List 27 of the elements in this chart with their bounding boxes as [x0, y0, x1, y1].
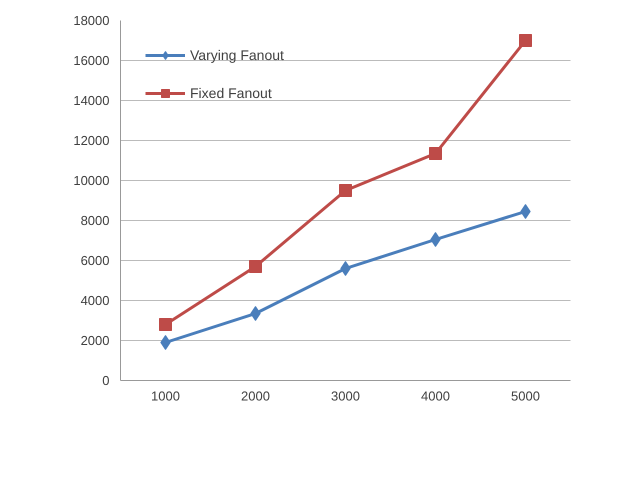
x-tick-label: 4000: [421, 388, 450, 404]
x-tick-label: 3000: [331, 388, 360, 404]
y-tick-label: 8000: [80, 213, 110, 228]
y-tick-label: 10000: [73, 173, 110, 188]
point: [520, 204, 531, 219]
x-tick-label: 1000: [151, 388, 180, 404]
x-tick-label: 5000: [511, 388, 540, 404]
point: [159, 318, 172, 331]
y-tick-label: 2000: [80, 333, 110, 348]
y-tick-label: 6000: [80, 253, 110, 268]
y-tick-label: 16000: [73, 53, 110, 68]
point: [249, 260, 262, 273]
legend-label: Varying Fanout: [190, 47, 284, 63]
y-tick-label: 4000: [80, 293, 110, 308]
point: [250, 306, 261, 321]
point: [339, 184, 352, 197]
y-tick-label: 0: [102, 373, 110, 388]
point: [429, 147, 442, 160]
y-tick-label: 14000: [73, 93, 110, 108]
x-tick-label: 2000: [241, 388, 270, 404]
point: [430, 232, 441, 247]
y-tick-label: 12000: [73, 133, 110, 148]
point: [340, 261, 351, 276]
y-tick-label: 18000: [73, 13, 110, 28]
legend-label: Fixed Fanout: [190, 85, 272, 101]
point: [519, 34, 532, 47]
point: [160, 335, 171, 350]
